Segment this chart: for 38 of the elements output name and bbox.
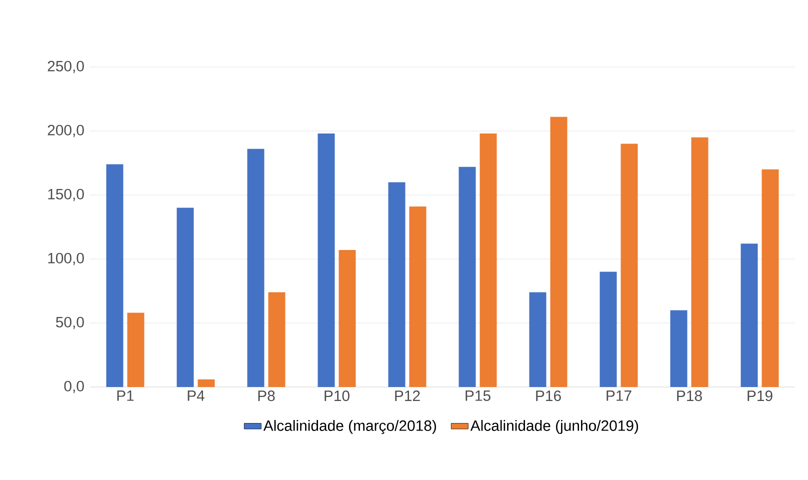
y-tick-label: 100,0 — [48, 252, 84, 266]
y-tick-label: 50,0 — [56, 316, 84, 330]
bar — [409, 206, 426, 387]
bar — [529, 292, 546, 387]
x-tick-label: P12 — [395, 390, 420, 401]
x-tick-label: P10 — [324, 390, 350, 402]
x-tick-label: P19 — [748, 390, 772, 402]
bar — [620, 144, 638, 387]
y-tick-label: 250,0 — [48, 60, 84, 74]
bar — [198, 379, 215, 387]
x-tick-label: P1 — [117, 390, 134, 401]
bar — [127, 312, 144, 387]
bar — [458, 166, 476, 387]
bar — [268, 292, 286, 387]
x-tick-label: P4 — [188, 390, 204, 401]
x-tick-label: P16 — [536, 390, 561, 402]
bar — [247, 148, 264, 387]
y-tick-label: 150,0 — [48, 188, 84, 202]
y-tick-label: 200,0 — [48, 124, 84, 138]
bar — [740, 244, 758, 387]
bar — [600, 272, 617, 387]
bar — [691, 137, 708, 387]
y-tick-label: 0,0 — [64, 380, 84, 394]
x-tick-label: P8 — [258, 390, 275, 402]
bar — [670, 310, 688, 387]
legend-label: Alcalinidade (março/2018) — [263, 420, 436, 434]
bar — [176, 208, 194, 387]
x-tick-label: P18 — [677, 390, 702, 402]
bar — [388, 182, 406, 387]
x-tick-label: P17 — [606, 390, 632, 401]
bar — [318, 134, 335, 387]
bar — [550, 116, 568, 387]
legend-label: Alcalinidade (junho/2019) — [470, 420, 638, 434]
bar — [106, 164, 124, 387]
x-tick-label: P15 — [466, 390, 490, 401]
bar — [762, 169, 779, 387]
bar — [338, 250, 356, 387]
bar — [480, 134, 497, 387]
